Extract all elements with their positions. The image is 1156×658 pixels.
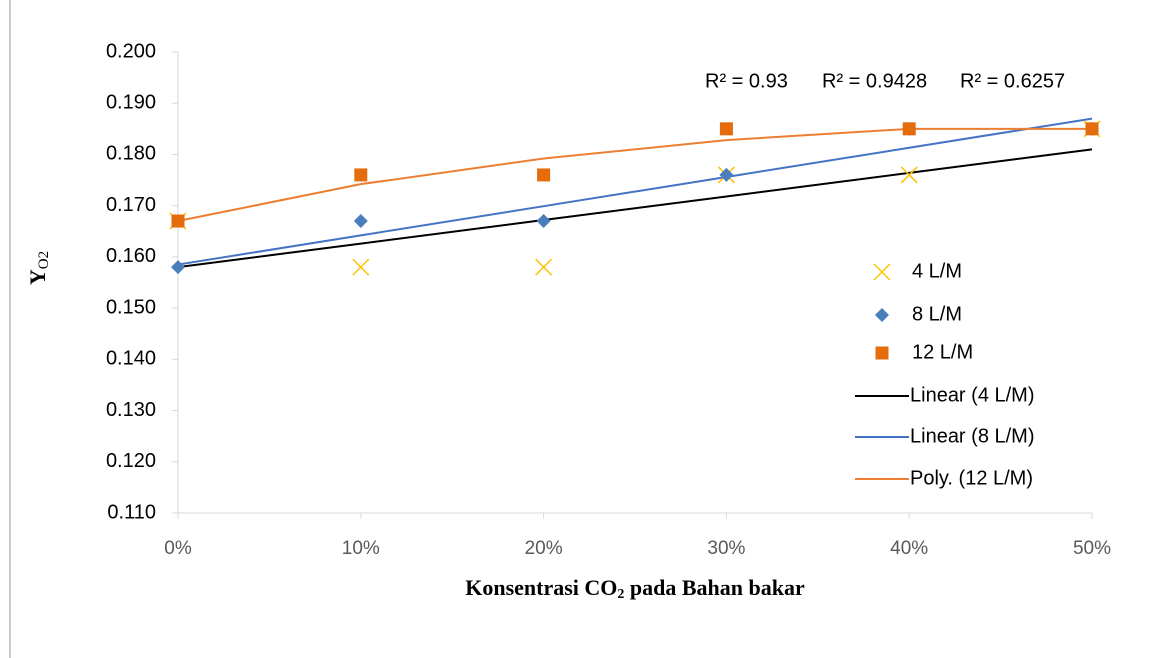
y-tick-label: 0.120 (106, 450, 156, 472)
data-point (902, 122, 916, 136)
data-point (1085, 122, 1099, 136)
trendline (177, 117, 1093, 266)
y-tick-label: 0.150 (106, 296, 156, 318)
y-tick-label: 0.110 (107, 501, 156, 523)
data-point (719, 122, 733, 136)
legend-label: 4 L/M (912, 260, 962, 282)
y-tick-label: 0.140 (106, 348, 156, 370)
legend-label: 12 L/M (912, 341, 973, 363)
y-tick-label: 0.190 (106, 92, 156, 114)
legend-swatch (875, 346, 889, 360)
y-axis-title-part: Y (25, 269, 50, 285)
legend-label: Linear (4 L/M) (910, 384, 1035, 406)
data-point (354, 168, 368, 182)
x-axis-title: Konsentrasi CO2 pada Bahan bakar (465, 575, 805, 602)
annotation: R² = 0.9428 (822, 70, 927, 92)
y-tick-label: 0.160 (106, 245, 156, 267)
x-tick-label: 40% (890, 538, 928, 559)
legend-swatch (875, 308, 889, 322)
x-tick-label: 0% (164, 538, 192, 559)
x-axis-title-part: 2 (617, 587, 624, 602)
x-tick-label: 30% (707, 538, 745, 559)
x-axis-title-part: Konsentrasi CO (465, 575, 617, 600)
data-point (900, 166, 918, 184)
trendline (177, 148, 1093, 269)
legend-label: Linear (8 L/M) (910, 425, 1035, 447)
x-tick-label: 50% (1073, 538, 1111, 559)
data-point (719, 167, 734, 182)
legend-swatch (873, 263, 891, 281)
y-axis-title-part: O2 (36, 251, 52, 269)
legend-label: 8 L/M (912, 303, 962, 325)
y-axis-title: YO2 (25, 251, 52, 285)
y-tick-label: 0.130 (106, 399, 156, 421)
x-tick-label: 10% (342, 538, 380, 559)
data-point (535, 258, 553, 276)
y-tick-label: 0.200 (106, 40, 156, 62)
annotation: R² = 0.6257 (960, 70, 1065, 92)
x-axis-title-part: pada Bahan bakar (624, 575, 805, 600)
annotation: R² = 0.93 (705, 70, 788, 92)
data-point (171, 214, 185, 228)
data-point (536, 214, 551, 229)
data-point (537, 168, 551, 182)
data-point (352, 258, 370, 276)
x-tick-label: 20% (525, 538, 563, 559)
y-tick-label: 0.170 (106, 194, 156, 216)
legend-label: Poly. (12 L/M) (910, 467, 1033, 489)
data-point (171, 260, 185, 275)
trendline (177, 127, 1092, 223)
data-point (353, 214, 368, 229)
y-tick-label: 0.180 (106, 143, 156, 165)
